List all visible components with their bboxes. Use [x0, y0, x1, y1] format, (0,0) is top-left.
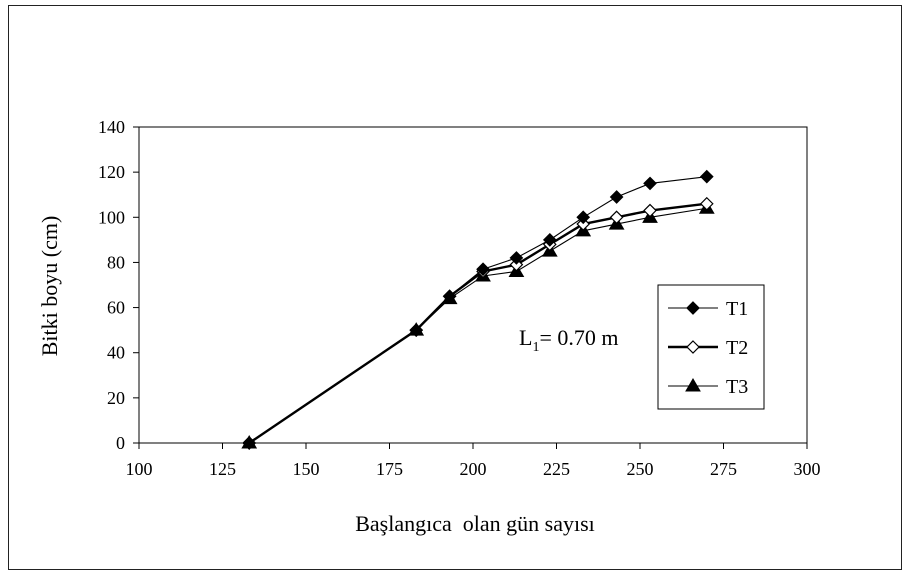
x-tick-label: 300	[794, 459, 821, 479]
y-tick-label: 40	[107, 343, 125, 363]
x-tick-label: 225	[543, 459, 570, 479]
data-point	[699, 196, 714, 211]
series-line	[248, 176, 707, 444]
legend-label: T2	[726, 337, 748, 359]
series-line	[248, 202, 707, 444]
data-point	[242, 436, 257, 450]
y-tick-label: 60	[107, 298, 125, 318]
legend-marker	[686, 340, 700, 354]
x-tick-label: 175	[376, 459, 403, 479]
x-axis-ticks: 100 125 150 175 200 225 250 275 300	[126, 443, 821, 479]
series-line	[248, 207, 707, 444]
data-point	[609, 190, 624, 204]
y-tick-label: 80	[107, 252, 125, 272]
data-point	[409, 323, 424, 337]
data-point	[576, 210, 591, 225]
legend-marker	[685, 378, 701, 392]
annotation-prefix: L	[519, 325, 532, 350]
annotation-subscript: 1	[532, 340, 539, 355]
series-T3	[241, 200, 715, 449]
x-axis-label: Başlangıca olan gün sayısı	[355, 511, 595, 536]
annotation-suffix: = 0.70 m	[539, 325, 618, 350]
y-tick-label: 0	[116, 433, 125, 453]
x-tick-label: 100	[126, 459, 153, 479]
x-tick-label: 275	[710, 459, 737, 479]
legend: T1 T2 T3	[657, 284, 765, 410]
legend-items: T1 T2 T3	[668, 298, 748, 398]
y-axis-label: Bitki boyu (cm)	[37, 216, 62, 357]
y-tick-label: 140	[98, 117, 125, 137]
data-point	[643, 176, 657, 191]
x-tick-label: 150	[293, 459, 320, 479]
legend-item: T3	[668, 376, 748, 398]
x-tick-label: 250	[627, 459, 654, 479]
data-point	[609, 210, 624, 225]
y-tick-label: 100	[98, 207, 125, 227]
y-tick-label: 20	[107, 388, 125, 408]
legend-label: T3	[726, 376, 748, 398]
series-T2	[242, 196, 714, 450]
series-T1	[242, 169, 714, 450]
legend-label: T1	[726, 298, 748, 320]
data-point	[442, 289, 457, 304]
data-point	[509, 251, 524, 265]
data-point	[643, 203, 657, 218]
y-axis-ticks: 0 20 40 60 80 100 120 140	[98, 117, 139, 453]
plot-annotation: L1= 0.70 m	[519, 325, 618, 355]
x-tick-label: 200	[460, 459, 487, 479]
data-point	[699, 169, 714, 184]
data-point	[542, 233, 557, 247]
y-tick-label: 120	[98, 162, 125, 182]
legend-marker	[686, 301, 700, 315]
legend-item: T2	[668, 337, 748, 359]
x-tick-label: 125	[209, 459, 236, 479]
series-layer	[241, 169, 715, 450]
legend-item: T1	[668, 298, 748, 320]
data-point	[476, 262, 490, 277]
